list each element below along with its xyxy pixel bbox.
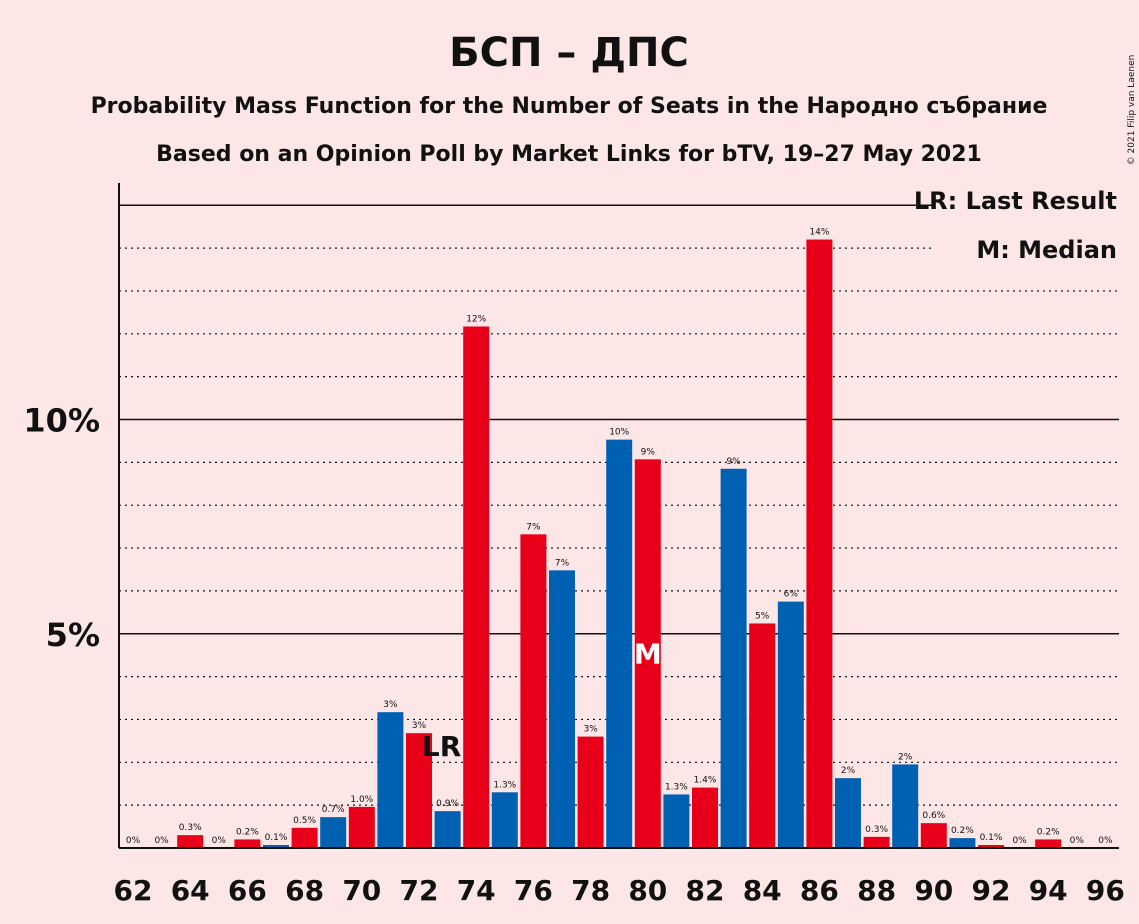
bar-seat-74 [463, 327, 489, 848]
bar-seat-89 [892, 764, 918, 848]
bar-seat-70 [349, 807, 375, 848]
bar-seat-76 [520, 534, 546, 848]
data-label-seat-92: 0.1% [980, 833, 1003, 843]
data-label-seat-75: 1.3% [493, 780, 516, 790]
bar-seat-91 [949, 838, 975, 848]
data-label-seat-79: 10% [609, 428, 629, 438]
data-label-seat-74: 12% [466, 315, 486, 325]
y-tick-label: 5% [46, 616, 100, 654]
data-label-seat-81: 1.3% [665, 782, 688, 792]
bar-seat-86 [806, 240, 832, 848]
bar-seat-66 [234, 839, 260, 848]
x-tick-label: 76 [514, 874, 553, 907]
data-label-seat-86: 14% [809, 228, 829, 238]
bar-seat-69 [320, 817, 346, 848]
bars [177, 240, 1061, 848]
bar-seat-68 [292, 828, 318, 848]
data-label-seat-67: 0.1% [265, 833, 288, 843]
bar-seat-79 [606, 440, 632, 848]
x-tick-label: 96 [1086, 874, 1125, 907]
data-label-seat-78: 3% [583, 725, 598, 735]
data-label-seat-77: 7% [555, 558, 570, 568]
x-tick-label: 78 [571, 874, 610, 907]
data-label-seat-95: 0% [1070, 836, 1085, 846]
x-tick-label: 80 [628, 874, 667, 907]
legend-median: M: Median [976, 236, 1117, 264]
data-label-seat-84: 5% [755, 611, 770, 621]
y-tick-label: 10% [23, 402, 100, 440]
data-label-seat-85: 6% [784, 590, 799, 600]
x-tick-label: 90 [914, 874, 953, 907]
bar-seat-88 [864, 837, 890, 848]
x-tick-label: 62 [114, 874, 153, 907]
bar-seat-73 [435, 811, 461, 848]
bar-seat-87 [835, 778, 861, 848]
data-label-seat-68: 0.5% [293, 816, 316, 826]
data-label-seat-62: 0% [126, 836, 141, 846]
data-label-seat-90: 0.6% [922, 811, 945, 821]
x-tick-label: 70 [342, 874, 381, 907]
bar-seat-85 [778, 602, 804, 848]
data-label-seat-70: 1.0% [350, 795, 373, 805]
x-tick-label: 94 [1029, 874, 1068, 907]
last-result-marker: LR [422, 730, 461, 763]
x-tick-label: 68 [285, 874, 324, 907]
data-label-seat-73: 0.9% [436, 799, 459, 809]
data-label-seat-66: 0.2% [236, 827, 259, 837]
x-tick-label: 92 [972, 874, 1011, 907]
bar-seat-77 [549, 570, 575, 848]
bar-seat-75 [492, 792, 518, 848]
x-tick-label: 74 [457, 874, 496, 907]
x-tick-label: 88 [857, 874, 896, 907]
data-label-seat-76: 7% [526, 522, 541, 532]
median-marker: M [634, 638, 662, 671]
data-label-seat-80: 9% [641, 447, 656, 457]
data-label-seat-87: 2% [841, 766, 856, 776]
data-label-seat-83: 9% [726, 457, 741, 467]
bar-seat-71 [377, 712, 403, 848]
data-label-seat-89: 2% [898, 752, 913, 762]
chart-subtitle-1: Probability Mass Function for the Number… [91, 94, 1048, 119]
legend-last-result: LR: Last Result [914, 187, 1117, 215]
x-tick-label: 72 [400, 874, 439, 907]
x-tick-label: 66 [228, 874, 267, 907]
data-label-seat-82: 1.4% [694, 776, 717, 786]
bar-seat-83 [721, 469, 747, 848]
data-label-seat-88: 0.3% [865, 825, 888, 835]
data-label-seat-71: 3% [383, 700, 398, 710]
x-tick-label: 82 [686, 874, 725, 907]
chart-title: БСП – ДПС [449, 30, 689, 76]
data-label-seat-63: 0% [154, 836, 169, 846]
bar-seat-90 [921, 823, 947, 848]
data-label-seat-96: 0% [1098, 836, 1113, 846]
x-tick-label: 84 [743, 874, 782, 907]
x-tick-label: 86 [800, 874, 839, 907]
data-label-seat-93: 0% [1012, 836, 1027, 846]
data-label-seat-91: 0.2% [951, 826, 974, 836]
bar-seat-84 [749, 623, 775, 848]
x-tick-label: 64 [171, 874, 210, 907]
bar-seat-94 [1035, 839, 1061, 848]
bar-seat-78 [578, 737, 604, 848]
bar-seat-64 [177, 835, 203, 848]
data-label-seat-64: 0.3% [179, 823, 202, 833]
copyright-text: © 2021 Filip van Laenen [1127, 55, 1137, 166]
data-label-seat-69: 0.7% [322, 805, 345, 815]
data-label-seat-94: 0.2% [1037, 827, 1060, 837]
y-tick-labels: 5% 10% [23, 402, 100, 654]
bar-seat-82 [692, 788, 718, 848]
data-label-seat-65: 0% [212, 836, 227, 846]
chart-subtitle-2: Based on an Opinion Poll by Market Links… [156, 142, 982, 167]
bar-seat-81 [663, 794, 689, 848]
x-tick-labels: 62 64 66 68 70 72 74 76 78 80 82 84 86 88 90 92 94 96 [114, 874, 1125, 907]
